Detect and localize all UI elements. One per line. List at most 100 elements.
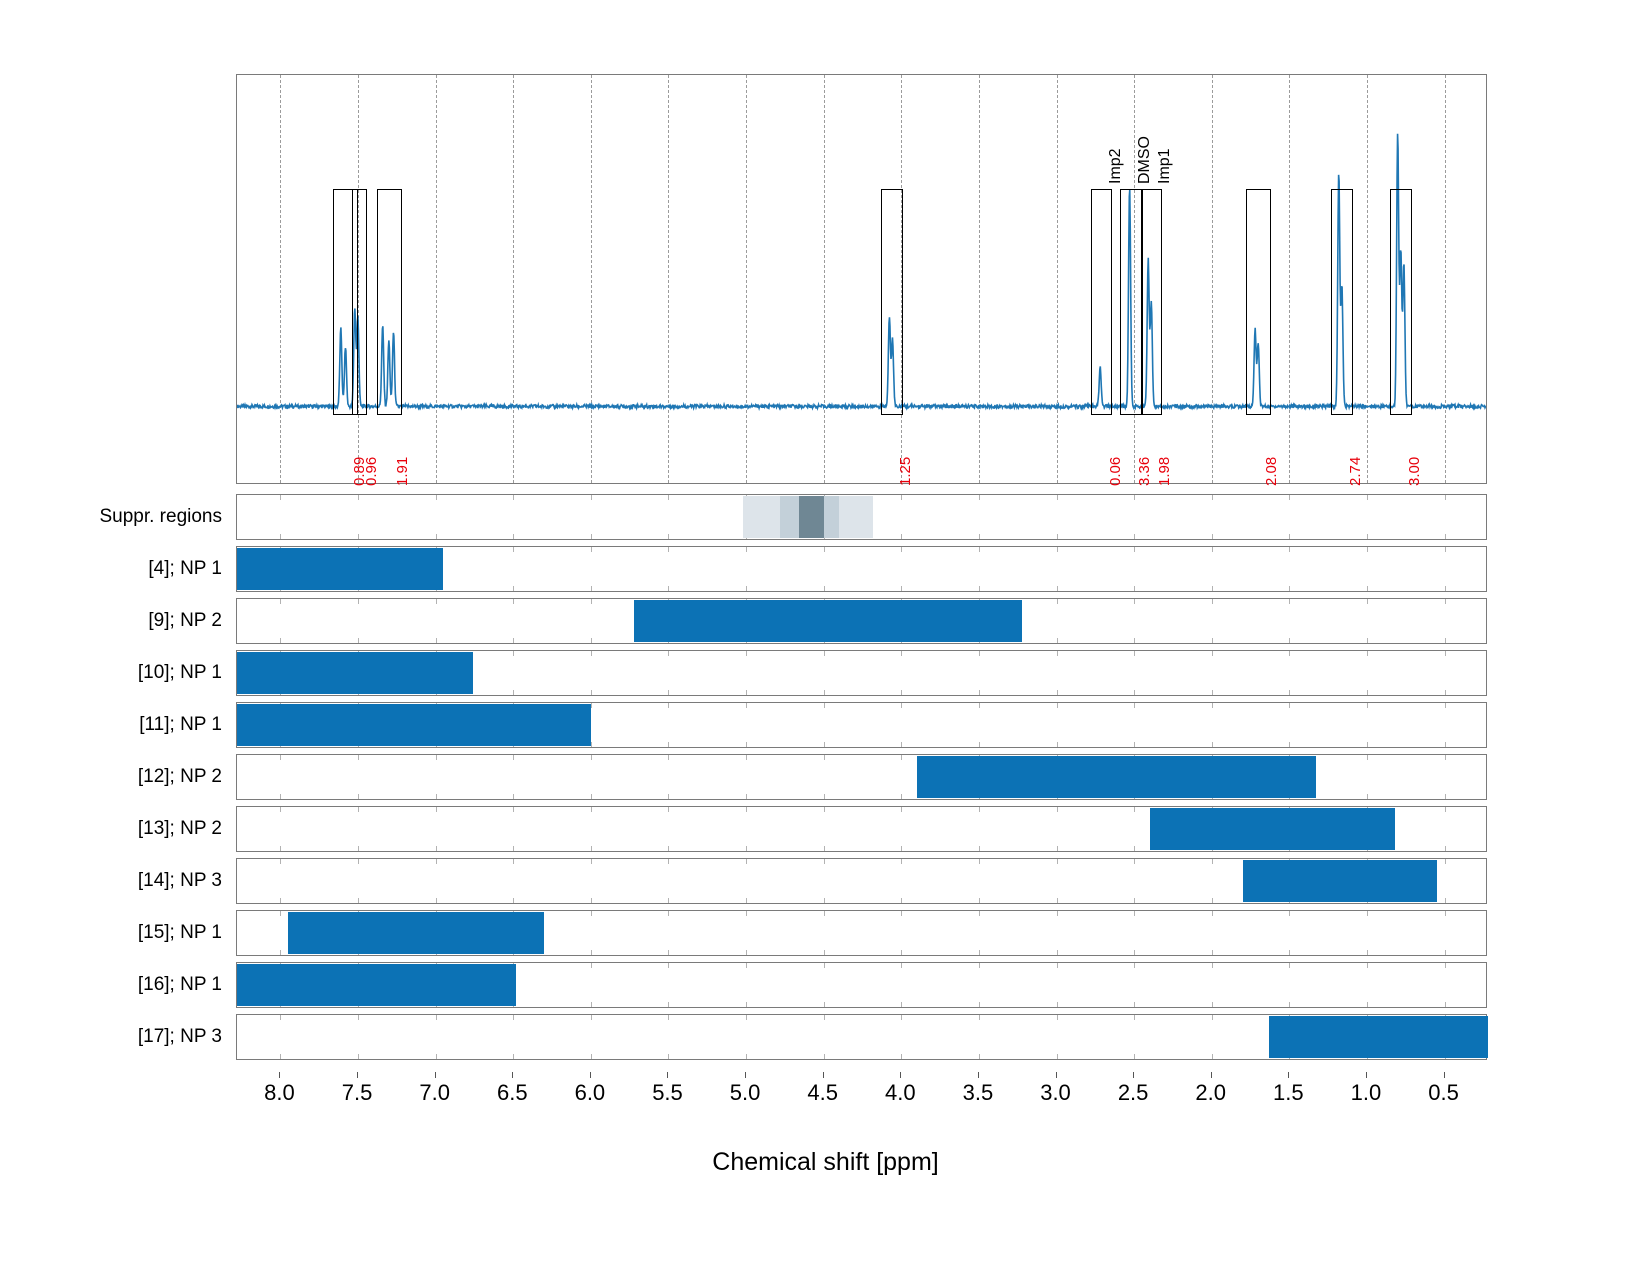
row-tick (1444, 846, 1446, 851)
region-bar[interactable] (916, 756, 1316, 798)
row-tick (1366, 703, 1368, 708)
row-tick (1366, 950, 1368, 955)
row-tick (358, 495, 360, 500)
region-bar[interactable] (1149, 808, 1395, 850)
integral-box[interactable] (376, 189, 402, 415)
region-bar[interactable] (288, 912, 545, 954)
row-tick (668, 898, 670, 903)
row-tick (1056, 651, 1058, 656)
x-axis-title: Chemical shift [ppm] (712, 1148, 939, 1176)
row-tick (746, 859, 748, 864)
row-tick (978, 534, 980, 539)
row-panel-np-row-13[interactable] (236, 806, 1487, 852)
row-tick (1444, 963, 1446, 968)
spectrum-trace (237, 75, 1486, 483)
axis-tick (745, 1072, 747, 1078)
row-tick (1444, 950, 1446, 955)
gridline (280, 75, 282, 483)
row-tick (1444, 794, 1446, 799)
row-tick (1444, 807, 1446, 812)
integral-box[interactable] (1141, 189, 1163, 415)
row-panel-np-row-17[interactable] (236, 1014, 1488, 1060)
row-tick (435, 794, 437, 799)
row-tick (1211, 859, 1213, 864)
axis-tick (279, 1072, 281, 1078)
gridline (358, 75, 360, 483)
row-tick (823, 651, 825, 656)
row-tick (590, 586, 592, 591)
gridline (1134, 75, 1136, 483)
row-tick (1444, 495, 1446, 500)
integral-box[interactable] (1120, 189, 1142, 415)
integral-box[interactable] (1331, 189, 1353, 415)
region-bar[interactable] (237, 704, 591, 746)
row-tick (513, 495, 515, 500)
row-tick (435, 807, 437, 812)
row-tick (746, 1002, 748, 1007)
row-tick (590, 534, 592, 539)
row-tick (746, 755, 748, 760)
row-tick (823, 794, 825, 799)
row-tick (901, 651, 903, 656)
axis-tick-label: 0.5 (1428, 1080, 1459, 1105)
gridline (823, 75, 825, 483)
row-tick (1444, 638, 1446, 643)
row-panel-np-row-10[interactable] (236, 650, 1487, 696)
region-bar[interactable] (1269, 1016, 1488, 1058)
row-tick (358, 755, 360, 760)
row-tick (668, 690, 670, 695)
row-tick (1134, 742, 1136, 747)
axis-tick-label: 7.0 (419, 1080, 450, 1105)
row-tick (1289, 599, 1291, 604)
axis-tick (1443, 1072, 1445, 1078)
row-tick (668, 807, 670, 812)
row-panel-np-row-11[interactable] (236, 702, 1487, 748)
row-tick (901, 794, 903, 799)
row-tick (280, 1015, 282, 1020)
row-label-np-row-15: [15]; NP 1 (137, 922, 222, 943)
row-tick (280, 638, 282, 643)
row-tick (1444, 911, 1446, 916)
row-panel-np-row-9[interactable] (236, 598, 1487, 644)
integral-box[interactable] (351, 189, 368, 415)
region-bar[interactable] (237, 964, 517, 1006)
row-tick (823, 1054, 825, 1059)
row-tick (901, 859, 903, 864)
row-tick (513, 1054, 515, 1059)
region-bar[interactable] (237, 652, 473, 694)
row-tick (1134, 1015, 1136, 1020)
row-tick (823, 898, 825, 903)
row-panel-np-row-14[interactable] (236, 858, 1487, 904)
row-panel-np-row-12[interactable] (236, 754, 1487, 800)
integral-box[interactable] (1390, 189, 1412, 415)
row-tick (1444, 1002, 1446, 1007)
row-tick (746, 690, 748, 695)
region-bar[interactable] (1242, 860, 1437, 902)
row-tick (358, 1054, 360, 1059)
row-tick (1134, 651, 1136, 656)
row-tick (513, 599, 515, 604)
axis-tick-label: 6.0 (574, 1080, 606, 1105)
row-panel-np-row-16[interactable] (236, 962, 1487, 1008)
integral-box[interactable] (1090, 189, 1113, 415)
row-tick (513, 794, 515, 799)
row-panel-np-row-4[interactable] (236, 546, 1487, 592)
row-tick (1134, 950, 1136, 955)
row-tick (746, 950, 748, 955)
gridline (513, 75, 515, 483)
region-bar[interactable] (634, 600, 1023, 642)
integral-box[interactable] (333, 189, 359, 415)
row-tick (435, 599, 437, 604)
axis-tick-label: 2.0 (1195, 1080, 1227, 1105)
row-panel-suppr-regions[interactable] (236, 494, 1487, 540)
row-tick (1211, 586, 1213, 591)
integral-box[interactable] (881, 189, 903, 415)
row-tick (1289, 638, 1291, 643)
row-label-np-row-11: [11]; NP 1 (139, 714, 222, 735)
integral-value-label: 0.06 (1106, 456, 1124, 486)
integral-box[interactable] (1245, 189, 1271, 415)
row-tick (978, 963, 980, 968)
row-tick (746, 547, 748, 552)
region-bar[interactable] (237, 548, 444, 590)
row-panel-np-row-15[interactable] (236, 910, 1487, 956)
